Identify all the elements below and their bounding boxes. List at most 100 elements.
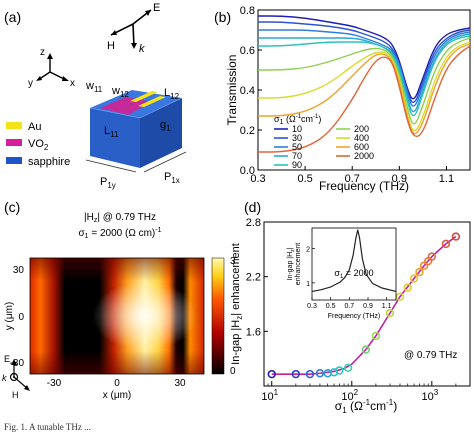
chart-d-xtick-label: 101 bbox=[261, 388, 278, 403]
chart-d-point bbox=[343, 363, 353, 372]
chart-d-xtick-label: 103 bbox=[421, 388, 438, 403]
h-axis-label: H bbox=[107, 40, 115, 52]
svg-text:P1y: P1y bbox=[100, 176, 116, 190]
svg-text:L12: L12 bbox=[164, 87, 180, 101]
chart-b-xtick-label: 0.7 bbox=[345, 173, 360, 185]
chart-b-legend-label: 200 bbox=[354, 124, 369, 134]
chart-b-series-400 bbox=[258, 41, 471, 132]
chart-d-point bbox=[361, 345, 371, 354]
legend-label-vo2: VO bbox=[28, 138, 44, 150]
svg-text:g1: g1 bbox=[160, 119, 171, 133]
y-axis-label: y bbox=[28, 78, 33, 89]
dim-l11: L bbox=[104, 125, 110, 137]
material-legend: Au VO2 sapphire bbox=[6, 121, 70, 168]
chart-d-point bbox=[451, 232, 461, 241]
chart-b-xtick-label: 0.9 bbox=[392, 173, 407, 185]
chart-d-ylabel: In-gap |H bbox=[230, 320, 242, 365]
chart-d-ytick-label: 2.2 bbox=[246, 272, 261, 284]
chart-d-inset: 0.3 0.5 0.7 0.9 1.1 1 2 σ1 = 2000 Frequency (T… bbox=[287, 227, 397, 320]
dim-p1y: P bbox=[100, 176, 107, 188]
svg-text:0: 0 bbox=[114, 378, 120, 389]
chart-b-legend-label: 50 bbox=[292, 142, 302, 152]
e-axis-label: E bbox=[153, 2, 160, 14]
ekh-k-label: k bbox=[2, 373, 7, 383]
inset-ylabel-line2: enhancement bbox=[295, 243, 302, 285]
figure-caption: Fig. 1. A tunable THz ... bbox=[4, 422, 91, 432]
svg-text:VO2: VO2 bbox=[28, 138, 49, 152]
inset-ytick-label: 2 bbox=[306, 247, 310, 254]
svg-text:-30: -30 bbox=[10, 358, 25, 369]
panel-d-label: (d) bbox=[244, 199, 261, 215]
chart-b-series-200 bbox=[258, 37, 471, 125]
svg-text:σ1 = 2000: σ1 = 2000 bbox=[334, 268, 373, 280]
dim-g1: g bbox=[160, 119, 166, 131]
legend-label-sapphire: sapphire bbox=[28, 156, 70, 168]
svg-text:P1x: P1x bbox=[164, 171, 180, 185]
inset-xlabel: Frequency (THz) bbox=[328, 313, 381, 320]
chart-b-xlabel: Frequency (THz) bbox=[319, 179, 409, 193]
chart-b-legend-label: 70 bbox=[292, 151, 302, 161]
ekh-e-label: E bbox=[4, 354, 10, 364]
svg-text:In-gap |Hz|: In-gap |Hz| bbox=[287, 247, 296, 280]
legend-swatch-au bbox=[6, 122, 22, 129]
chart-d-point bbox=[291, 369, 301, 379]
panel-d: (d) 101 1 0 2 103 1.6 2.2 2.8 @ 0.79 THz σ1 (Ω-… bbox=[230, 199, 471, 415]
chart-b-series-70 bbox=[257, 33, 471, 113]
chart-b-legend-title: σ bbox=[274, 114, 280, 124]
heatmap-xticks: -30 0 30 bbox=[47, 378, 186, 389]
inset-xtick-label: 1.1 bbox=[382, 303, 392, 310]
svg-text:3: 3 bbox=[230, 256, 236, 267]
svg-text:0: 0 bbox=[18, 312, 24, 323]
chart-b-series-600 bbox=[257, 43, 471, 135]
inset-curve bbox=[311, 229, 397, 293]
chart-b-legend-label: 600 bbox=[354, 142, 369, 152]
svg-text:|Hz| @ 0.79 THz: |Hz| @ 0.79 THz bbox=[84, 212, 156, 224]
inset-ylabel-line1: In-gap |H bbox=[287, 252, 294, 281]
chart-d-frame bbox=[263, 221, 471, 387]
chart-b-legend-label: 2000 bbox=[354, 151, 374, 161]
ehk-axes-icon bbox=[110, 9, 152, 48]
panel-b-label: (b) bbox=[214, 9, 231, 25]
legend-swatch-vo2 bbox=[6, 139, 22, 146]
chart-b-ytick-label: 0.2 bbox=[240, 125, 255, 137]
chart-b-series-50 bbox=[258, 29, 471, 107]
inset-xtick-label: 0.9 bbox=[363, 303, 373, 310]
chart-d-points bbox=[267, 232, 461, 379]
chart-b-ytick-label: 0.6 bbox=[240, 45, 255, 57]
chart-d-point bbox=[329, 368, 339, 377]
dim-p1x: P bbox=[164, 171, 171, 183]
chart-d-xlabel: σ bbox=[335, 399, 343, 413]
panel-a-label: (a) bbox=[4, 9, 21, 25]
chart-d-point bbox=[267, 369, 276, 379]
heatmap-ylabel: y (μm) bbox=[4, 302, 15, 331]
chart-b-xtick-label: 1.1 bbox=[439, 173, 454, 185]
chart-d-point bbox=[441, 239, 451, 249]
metamaterial-unit-cell bbox=[89, 90, 183, 168]
svg-text:30: 30 bbox=[174, 378, 186, 389]
svg-text:0: 0 bbox=[230, 366, 236, 377]
chart-b-xtick-label: 0.5 bbox=[297, 173, 312, 185]
dim-w12: w bbox=[111, 85, 120, 97]
svg-text:σ1 (Ω-1cm-1): σ1 (Ω-1cm-1) bbox=[335, 398, 397, 415]
legend-swatch-sapphire bbox=[6, 157, 22, 164]
svg-text:w12: w12 bbox=[111, 85, 129, 99]
chart-d-point bbox=[409, 274, 419, 283]
inset-annotation: σ bbox=[334, 268, 340, 278]
chart-d-point bbox=[427, 252, 437, 261]
heatmap-xlabel: x (μm) bbox=[103, 390, 132, 401]
x-axis-label: x bbox=[70, 78, 75, 89]
svg-text:σ1 = 2000 (Ω cm)-1: σ1 = 2000 (Ω cm)-1 bbox=[79, 227, 162, 240]
ekh-h-label: H bbox=[12, 390, 19, 400]
inset-xtick-label: 0.7 bbox=[344, 303, 354, 310]
svg-text:σ1 (Ω-1cm-1): σ1 (Ω-1cm-1) bbox=[274, 114, 321, 126]
heatmap-yticks: 30 0 -30 bbox=[10, 265, 25, 369]
chart-b-legend-label: 10 bbox=[292, 124, 302, 134]
chart-d-point bbox=[385, 308, 395, 318]
chart-b-legend-label: 90 bbox=[292, 160, 302, 170]
chart-b-ylabel: Transmission bbox=[225, 55, 239, 126]
chart-d-point bbox=[395, 292, 405, 301]
k-axis-label: k bbox=[139, 43, 145, 55]
chart-b-series-2000 bbox=[257, 45, 471, 153]
